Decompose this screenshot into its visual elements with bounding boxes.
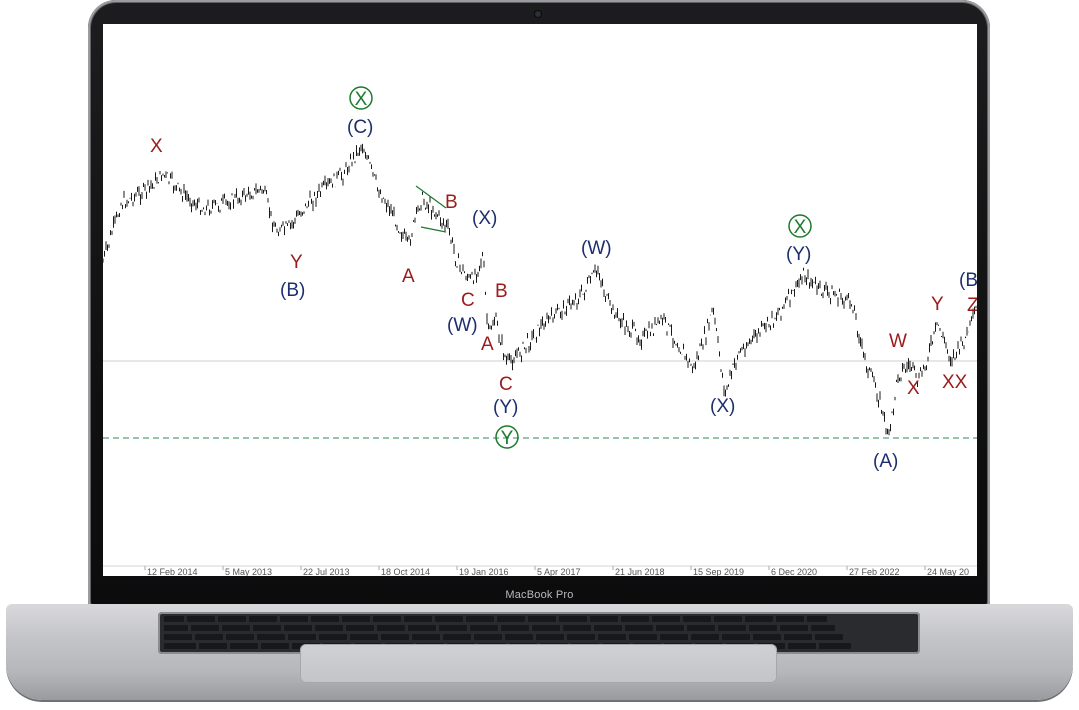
laptop-base [0, 604, 1079, 710]
triangle-upper-line [415, 185, 447, 209]
triangle-lower-line [420, 226, 447, 233]
x-axis-date: 27 Feb 2022 [849, 567, 900, 576]
wave-label-red: C [499, 374, 513, 395]
svg-text:X: X [355, 89, 368, 110]
circled-wave-y: Y [495, 425, 519, 449]
wave-label-blue: (X) [472, 208, 497, 229]
wave-label-blue: (B [959, 270, 977, 291]
camera-icon [535, 11, 541, 17]
wave-labels: X Y A B C B A C W X Y XX Z (C) (B) (X) (… [150, 86, 977, 472]
x-axis-date: 24 May 20 [927, 567, 969, 576]
x-axis-date: 15 Sep 2019 [693, 567, 744, 576]
x-axis-date: 22 Jul 2013 [303, 567, 350, 576]
svg-text:Y: Y [501, 428, 514, 449]
x-axis-date: 18 Oct 2014 [381, 567, 430, 576]
price-series [103, 143, 977, 436]
wave-label-red: B [495, 281, 508, 302]
wave-label-red: X [150, 136, 163, 157]
x-axis-date: 5 Apr 2017 [537, 567, 581, 576]
wave-label-red: B [445, 192, 458, 213]
x-axis-date: 6 Dec 2020 [771, 567, 817, 576]
circled-wave-x-2: X [788, 214, 812, 238]
wave-label-red: Y [290, 252, 303, 273]
x-axis-date: 21 Jun 2018 [615, 567, 665, 576]
wave-label-blue: (X) [710, 396, 735, 417]
wave-label-red: W [889, 331, 907, 352]
svg-text:X: X [794, 217, 807, 238]
wave-label-red: A [402, 266, 415, 287]
x-axis-date: 12 Feb 2014 [147, 567, 198, 576]
x-axis-date: 19 Jan 2016 [459, 567, 509, 576]
wave-label-blue: (C) [347, 117, 373, 138]
wave-label-blue: (Y) [786, 244, 811, 265]
brand-label: MacBook Pro [505, 589, 574, 601]
trackpad [300, 644, 777, 683]
wave-label-blue: (W) [581, 238, 612, 259]
x-axis-dates: 12 Feb 2014 5 May 2013 22 Jul 2013 18 Oct 2… [144, 566, 969, 576]
elliott-wave-chart: 12 Feb 2014 5 May 2013 22 Jul 2013 18 Oct 2… [103, 86, 977, 576]
circled-wave-x-1: X [349, 86, 373, 110]
chart-screen: 12 Feb 2014 5 May 2013 22 Jul 2013 18 Oct 2… [103, 24, 977, 576]
wave-label-red: Y [931, 294, 944, 315]
wave-label-red: A [481, 334, 494, 355]
wave-label-blue: (W) [447, 315, 478, 336]
wave-label-red: X [907, 378, 920, 399]
wave-label-red: XX [942, 372, 968, 393]
wave-label-blue: (A) [873, 451, 898, 472]
x-axis-date: 5 May 2013 [225, 567, 272, 576]
wave-label-red: Z [967, 295, 977, 316]
wave-label-blue: (B) [280, 280, 305, 301]
wave-label-blue: (Y) [493, 397, 518, 418]
wave-label-red: C [461, 290, 475, 311]
